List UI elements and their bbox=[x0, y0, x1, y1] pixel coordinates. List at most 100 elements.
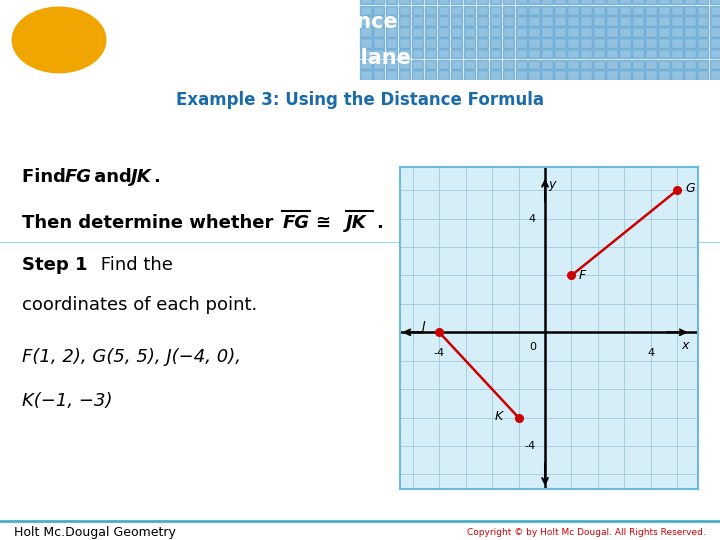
Bar bbox=[710, 49, 720, 58]
Bar bbox=[606, 27, 618, 37]
Bar bbox=[451, 70, 462, 80]
Bar bbox=[684, 27, 696, 37]
Bar bbox=[632, 0, 644, 4]
Bar bbox=[619, 27, 631, 37]
Text: Midpoint and Distance: Midpoint and Distance bbox=[133, 12, 398, 32]
Bar bbox=[373, 70, 384, 80]
Bar bbox=[503, 5, 514, 15]
Bar bbox=[477, 59, 488, 69]
Text: F: F bbox=[579, 269, 586, 282]
Bar bbox=[684, 0, 696, 4]
Bar bbox=[528, 59, 540, 69]
Bar bbox=[425, 0, 436, 4]
Bar bbox=[528, 16, 540, 26]
Text: JK: JK bbox=[131, 168, 152, 186]
Bar bbox=[593, 59, 605, 69]
Bar bbox=[541, 59, 553, 69]
Bar bbox=[606, 59, 618, 69]
Bar bbox=[710, 0, 720, 4]
Bar bbox=[580, 49, 592, 58]
Text: G: G bbox=[685, 182, 695, 195]
Text: 0: 0 bbox=[528, 342, 536, 352]
Bar bbox=[541, 49, 553, 58]
Bar bbox=[528, 38, 540, 48]
Bar bbox=[632, 49, 644, 58]
Bar bbox=[632, 5, 644, 15]
Bar bbox=[580, 5, 592, 15]
Bar bbox=[464, 49, 475, 58]
Bar bbox=[632, 16, 644, 26]
Bar bbox=[360, 27, 372, 37]
Bar bbox=[632, 59, 644, 69]
Bar bbox=[606, 38, 618, 48]
Bar bbox=[567, 59, 579, 69]
Bar bbox=[438, 38, 449, 48]
Bar bbox=[671, 49, 683, 58]
Bar bbox=[580, 38, 592, 48]
Bar bbox=[425, 59, 436, 69]
Text: Then determine whether: Then determine whether bbox=[22, 214, 279, 232]
Bar bbox=[697, 27, 708, 37]
Bar bbox=[412, 59, 423, 69]
Bar bbox=[516, 0, 527, 4]
Text: F(1, 2), G(5, 5), J(−4, 0),: F(1, 2), G(5, 5), J(−4, 0), bbox=[22, 348, 240, 366]
Bar bbox=[593, 49, 605, 58]
Bar bbox=[710, 70, 720, 80]
Bar bbox=[464, 70, 475, 80]
Text: Find the: Find the bbox=[95, 256, 173, 274]
Text: 4: 4 bbox=[528, 214, 536, 224]
Bar bbox=[360, 16, 372, 26]
Bar bbox=[386, 16, 397, 26]
Bar bbox=[373, 16, 384, 26]
Bar bbox=[464, 0, 475, 4]
Bar bbox=[399, 49, 410, 58]
Bar bbox=[554, 0, 566, 4]
Bar bbox=[645, 59, 657, 69]
Text: Holt Mc.Dougal Geometry: Holt Mc.Dougal Geometry bbox=[14, 526, 176, 539]
Bar bbox=[684, 59, 696, 69]
Bar bbox=[541, 38, 553, 48]
Bar bbox=[464, 27, 475, 37]
Bar bbox=[645, 70, 657, 80]
Bar bbox=[516, 49, 527, 58]
Bar bbox=[412, 0, 423, 4]
Bar bbox=[528, 70, 540, 80]
Bar bbox=[554, 16, 566, 26]
Bar bbox=[580, 0, 592, 4]
Bar bbox=[516, 59, 527, 69]
Bar bbox=[477, 38, 488, 48]
Bar bbox=[464, 5, 475, 15]
Bar bbox=[554, 49, 566, 58]
Bar bbox=[360, 5, 372, 15]
Bar bbox=[516, 38, 527, 48]
Bar bbox=[477, 16, 488, 26]
Bar bbox=[490, 16, 501, 26]
Text: -4: -4 bbox=[525, 441, 536, 451]
Bar bbox=[658, 16, 670, 26]
Bar bbox=[451, 27, 462, 37]
Bar bbox=[580, 16, 592, 26]
Bar bbox=[671, 5, 683, 15]
Bar bbox=[541, 0, 553, 4]
Bar bbox=[373, 49, 384, 58]
Bar bbox=[697, 49, 708, 58]
Bar bbox=[425, 5, 436, 15]
Bar bbox=[503, 27, 514, 37]
Bar bbox=[360, 49, 372, 58]
Bar bbox=[373, 38, 384, 48]
Bar bbox=[645, 16, 657, 26]
Text: y: y bbox=[549, 178, 556, 191]
Bar bbox=[373, 0, 384, 4]
Text: .: . bbox=[376, 214, 383, 232]
Bar bbox=[373, 59, 384, 69]
Bar bbox=[425, 27, 436, 37]
Bar bbox=[658, 59, 670, 69]
Bar bbox=[593, 0, 605, 4]
Bar bbox=[516, 70, 527, 80]
Bar bbox=[360, 38, 372, 48]
Bar bbox=[528, 0, 540, 4]
Bar bbox=[438, 16, 449, 26]
Bar bbox=[464, 38, 475, 48]
Bar bbox=[684, 5, 696, 15]
Bar bbox=[619, 5, 631, 15]
